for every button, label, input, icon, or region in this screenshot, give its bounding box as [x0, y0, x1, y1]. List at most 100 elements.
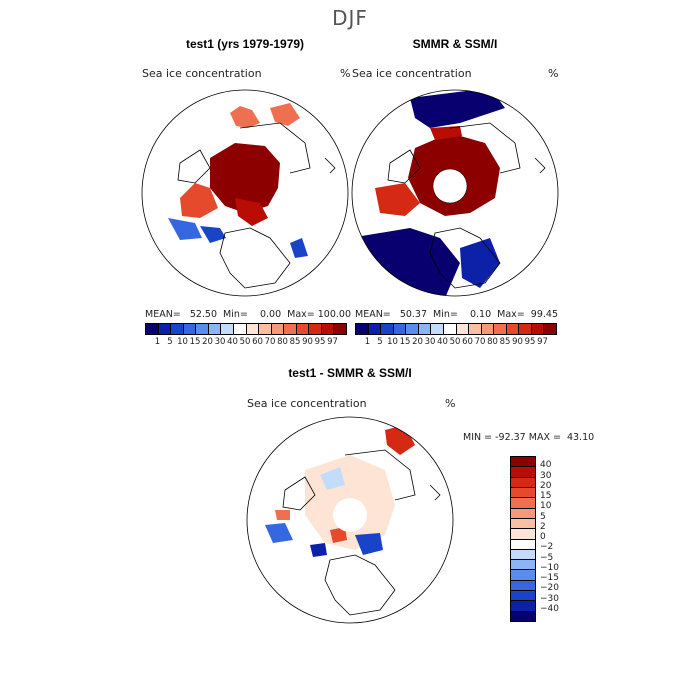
colorbar-swatch: [196, 324, 209, 334]
colorbar-swatch: [511, 570, 535, 581]
colorbar-swatch: [431, 324, 444, 334]
colorbar-tick-label: 5: [377, 337, 383, 347]
colorbar-tick-label: 90: [302, 337, 313, 347]
colorbar-tick-label: 30: [540, 470, 552, 481]
colorbar-swatch: [418, 324, 432, 334]
colorbar-swatch: [356, 324, 369, 334]
obs-polar-map: [351, 89, 559, 297]
season-title: DJF: [332, 6, 368, 30]
colorbar-swatch: [309, 324, 322, 334]
diff-colorbar: [510, 456, 536, 622]
obs-variable-label: Sea ice concentration: [352, 67, 472, 80]
colorbar-tick-label: 40: [437, 337, 448, 347]
obs-stats: MEAN= 50.37 Min= 0.10 Max= 99.45: [355, 309, 558, 320]
diff-stats: MIN = -92.37 MAX = 43.10: [463, 432, 595, 443]
diff-eurasia-coast: [324, 554, 396, 616]
colorbar-swatch: [511, 611, 535, 621]
colorbar-swatch: [511, 487, 535, 499]
colorbar-swatch: [284, 324, 297, 334]
colorbar-tick-label: 97: [327, 337, 338, 347]
model-colorbar-labels: 1 5 10 15 20 30 40 50 60 70 80 85 90 95 97: [145, 337, 345, 347]
colorbar-swatch: [146, 324, 159, 334]
colorbar-tick-label: 10: [540, 501, 552, 512]
diff-variable-label: Sea ice concentration: [247, 397, 367, 410]
colorbar-tick-label: 70: [264, 337, 276, 347]
colorbar-swatch: [511, 498, 535, 509]
colorbar-tick-label: 1: [364, 337, 371, 347]
colorbar-swatch: [494, 324, 507, 334]
colorbar-swatch: [233, 324, 247, 334]
model-polar-map: [141, 89, 349, 297]
colorbar-tick-label: 80: [277, 337, 288, 347]
colorbar-swatch: [406, 324, 419, 334]
colorbar-swatch: [511, 539, 535, 550]
colorbar-swatch: [171, 324, 184, 334]
colorbar-tick-label: 85: [499, 337, 511, 347]
colorbar-swatch: [246, 324, 260, 334]
colorbar-tick-label: −10: [540, 562, 559, 573]
colorbar-tick-label: 90: [512, 337, 523, 347]
colorbar-tick-label: 15: [189, 337, 201, 347]
obs-greenland-coast: [387, 149, 421, 184]
colorbar-tick-label: 40: [540, 460, 552, 471]
colorbar-swatch: [481, 324, 495, 334]
colorbar-swatch: [511, 518, 535, 530]
obs-colorbar-labels: 1 5 10 15 20 30 40 50 60 70 80 85 90 95 97: [355, 337, 555, 347]
diff-map-boundary: [246, 416, 454, 624]
colorbar-tick-label: 10: [177, 337, 188, 347]
colorbar-swatch: [511, 529, 535, 540]
colorbar-swatch: [183, 324, 197, 334]
colorbar-swatch: [511, 601, 535, 612]
colorbar-tick-label: 5: [167, 337, 173, 347]
colorbar-tick-label: 1: [154, 337, 161, 347]
colorbar-tick-label: 15: [399, 337, 411, 347]
diff-pole-hole: [333, 498, 367, 532]
obs-pole-hole: [432, 168, 468, 204]
colorbar-tick-label: 95: [524, 337, 536, 347]
colorbar-swatch: [511, 467, 535, 478]
diff-greenland-coast: [282, 476, 316, 511]
colorbar-swatch: [511, 560, 535, 571]
model-unit-label: %: [340, 67, 351, 80]
colorbar-tick-label: 5: [540, 511, 546, 522]
colorbar-tick-label: 97: [537, 337, 548, 347]
colorbar-tick-label: 30: [214, 337, 226, 347]
model-variable-label: Sea ice concentration: [142, 67, 262, 80]
colorbar-tick-label: 80: [487, 337, 498, 347]
colorbar-tick-label: 2: [540, 521, 546, 532]
colorbar-swatch: [511, 477, 535, 488]
obs-eurasia-coast: [429, 227, 501, 289]
colorbar-swatch: [544, 324, 556, 334]
colorbar-tick-label: 30: [424, 337, 436, 347]
colorbar-tick-label: −40: [540, 603, 559, 614]
colorbar-swatch: [368, 324, 382, 334]
obs-map-boundary: [351, 89, 559, 297]
obs-colorbar: [355, 323, 557, 335]
diff-colorbar-labels: 40 30 20 15 10 5 2 0 −2 −5 −10 −15 −20 −30 −40: [540, 456, 580, 620]
colorbar-tick-label: 70: [474, 337, 486, 347]
colorbar-swatch: [381, 324, 394, 334]
model-central-pack: [210, 143, 280, 213]
obs-open-ocean-north: [410, 90, 505, 128]
colorbar-swatch: [158, 324, 172, 334]
colorbar-swatch: [519, 324, 532, 334]
colorbar-tick-label: −20: [540, 583, 559, 594]
colorbar-swatch: [334, 324, 346, 334]
model-ice-labrador: [180, 183, 218, 218]
model-colorbar: [145, 323, 347, 335]
colorbar-tick-label: 15: [540, 491, 552, 501]
colorbar-swatch: [296, 324, 310, 334]
colorbar-swatch: [259, 324, 272, 334]
diff-unit-label: %: [445, 397, 456, 410]
colorbar-swatch: [511, 580, 535, 592]
colorbar-tick-label: 50: [239, 337, 251, 347]
colorbar-swatch: [511, 508, 535, 519]
colorbar-tick-label: 50: [449, 337, 461, 347]
colorbar-swatch: [506, 324, 520, 334]
colorbar-tick-label: 95: [314, 337, 326, 347]
colorbar-swatch: [511, 457, 535, 468]
colorbar-tick-label: 20: [412, 337, 423, 347]
colorbar-swatch: [221, 324, 234, 334]
diff-panel-title: test1 - SMMR & SSM/I: [288, 366, 412, 380]
colorbar-tick-label: 20: [202, 337, 213, 347]
